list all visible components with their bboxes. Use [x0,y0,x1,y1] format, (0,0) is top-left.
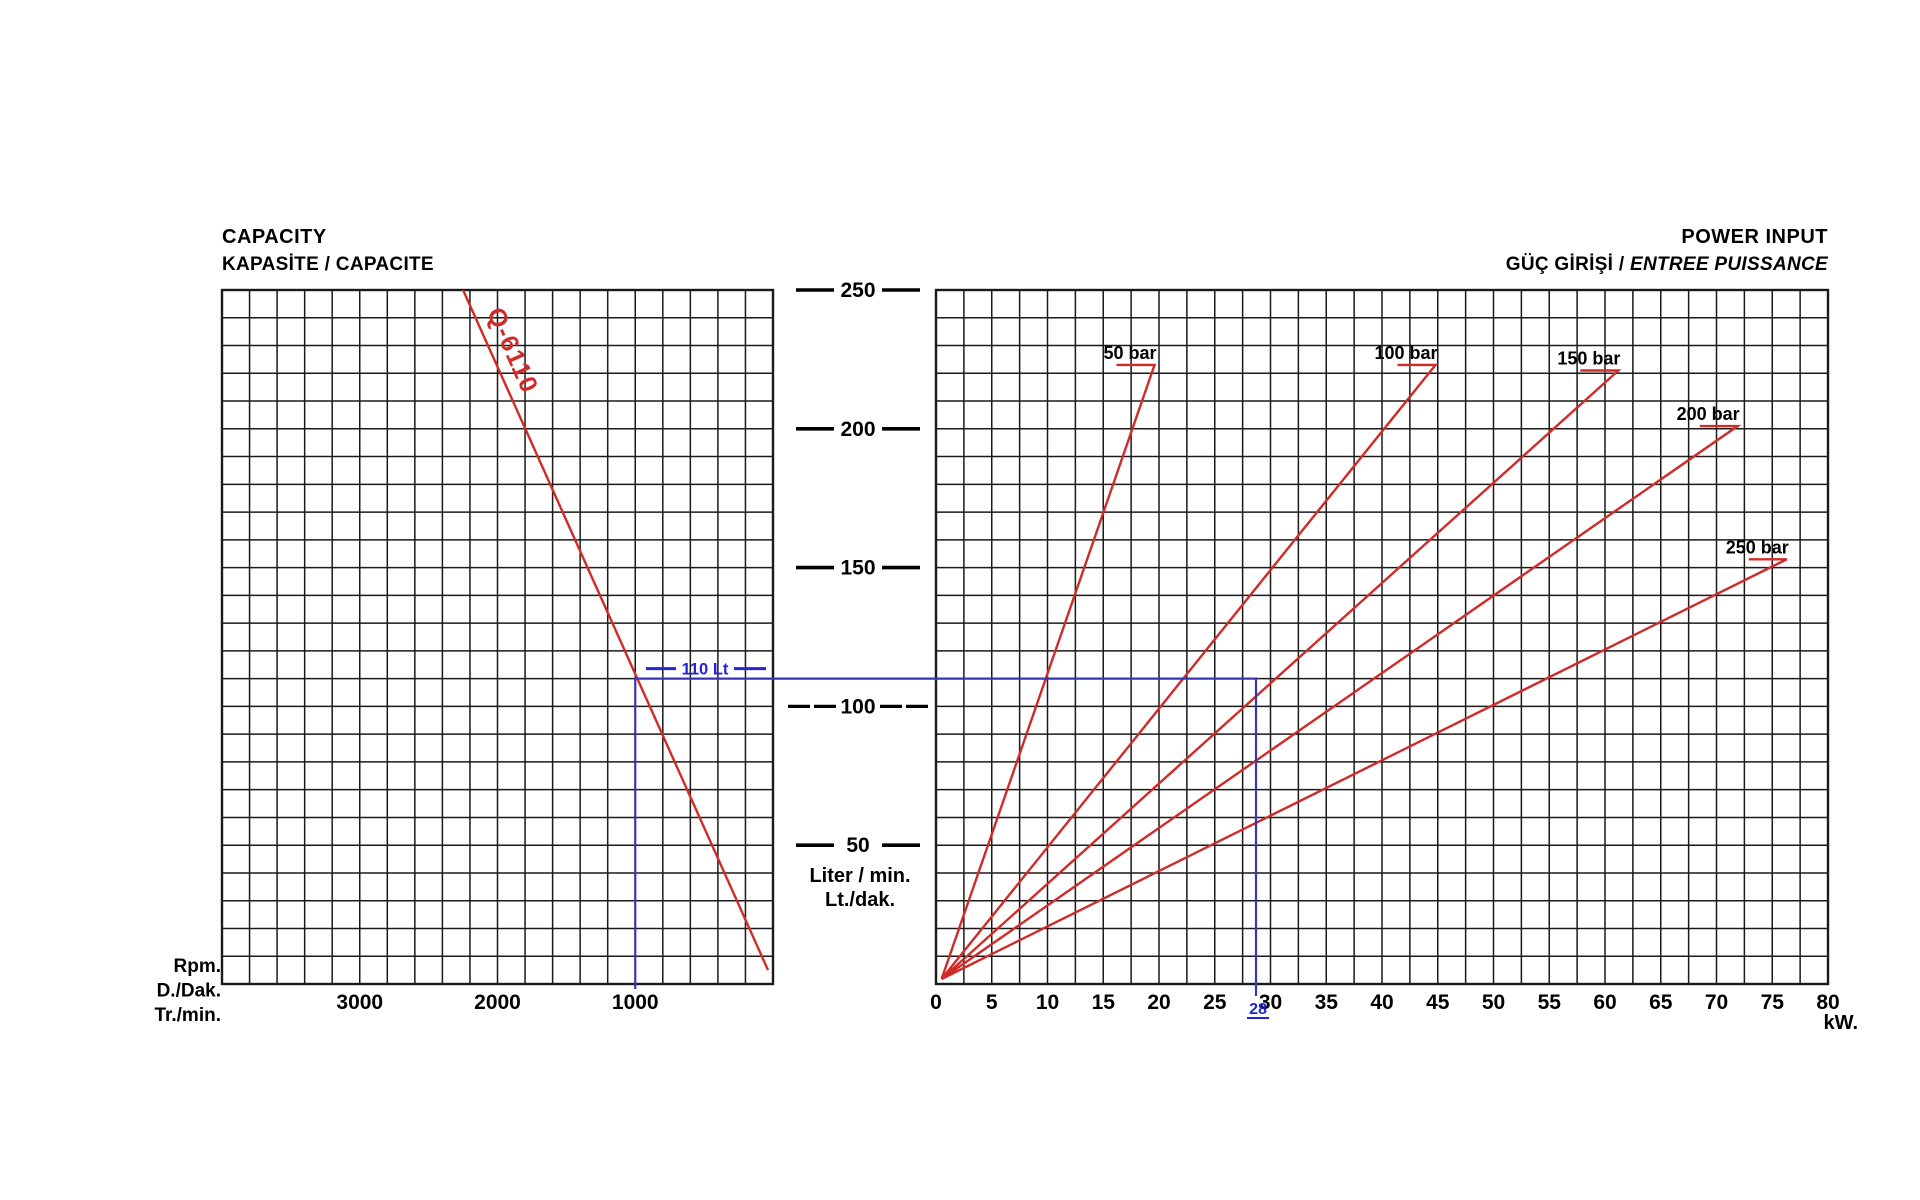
scale-unit-label: Liter / min. [809,865,910,887]
pressure-line-50-bar [940,363,1157,980]
power-x-tick-label: 45 [1426,991,1450,1014]
capacity-grid-border [220,288,775,986]
capacity-axis-unit-label: Rpm. [174,956,222,977]
power-x-tick-label: 40 [1370,991,1393,1014]
power-x-tick-label: 20 [1147,991,1170,1014]
scale-tick-label: 100 [840,695,875,718]
power-x-tick-label: 55 [1538,991,1562,1014]
capacity-x-tick-label: 1000 [612,991,659,1014]
scale-tick-label: 250 [840,279,875,302]
marker-trace-line [634,677,1258,996]
power-x-tick-label: 80 [1816,991,1839,1014]
power-x-tick-label: 5 [986,991,998,1014]
power-title-block: POWER INPUT GÜÇ GİRİŞİ / ENTREE PUISSANC… [1506,224,1828,278]
power-x-tick-label: 10 [1036,991,1059,1014]
marker-capacity-label: 110 Lt [682,661,729,679]
capacity-axis-unit-label: Tr./min. [154,1005,221,1026]
scale-tick-label: 150 [840,557,875,580]
capacity-series-line [461,289,770,971]
capacity-x-tick-label: 2000 [474,991,521,1014]
power-x-tick-label: 50 [1482,991,1505,1014]
pressure-line-label: 200 bar [1677,404,1740,424]
pressure-line-label: 100 bar [1374,343,1437,363]
power-x-tick-label: 60 [1593,991,1616,1014]
capacity-subtitle: KAPASİTE / CAPACITE [222,254,434,275]
pressure-line-label: 50 bar [1103,343,1156,363]
marker-kw-label: 28 [1249,1001,1267,1018]
power-x-tick-label: 70 [1705,991,1728,1014]
capacity-x-tick-label: 3000 [336,991,383,1014]
scale-tick-label: 200 [840,418,875,441]
power-x-tick-label: 75 [1761,991,1785,1014]
power-x-tick-label: 65 [1649,991,1673,1014]
pressure-line-100-bar [940,363,1439,980]
pressure-line-200-bar [940,424,1742,980]
capacity-axis-unit-label: D./Dak. [157,981,221,1002]
power-input-title: POWER INPUT [1681,226,1828,248]
power-input-subtitle: GÜÇ GİRİŞİ / ENTREE PUISSANCE [1505,254,1828,275]
power-x-tick-label: 35 [1315,991,1339,1014]
pressure-line-label: 250 bar [1726,537,1789,557]
power-x-tick-label: 0 [930,991,942,1014]
capacity-title-block: CAPACITY KAPASİTE / CAPACITE [222,224,434,278]
power-x-tick-label: 15 [1092,991,1116,1014]
capacity-title: CAPACITY [222,226,327,248]
power-grid-border [934,288,1830,986]
power-x-tick-label: 30 [1259,991,1282,1014]
power-axis-unit-label: kW. [1824,1012,1858,1034]
scale-unit-label: Lt./dak. [825,889,895,911]
pressure-line-label: 150 bar [1557,349,1620,369]
power-x-tick-label: 25 [1203,991,1227,1014]
scale-tick-label: 50 [846,834,869,857]
pressure-line-150-bar [940,369,1622,980]
pressure-line-250-bar [941,558,1788,981]
